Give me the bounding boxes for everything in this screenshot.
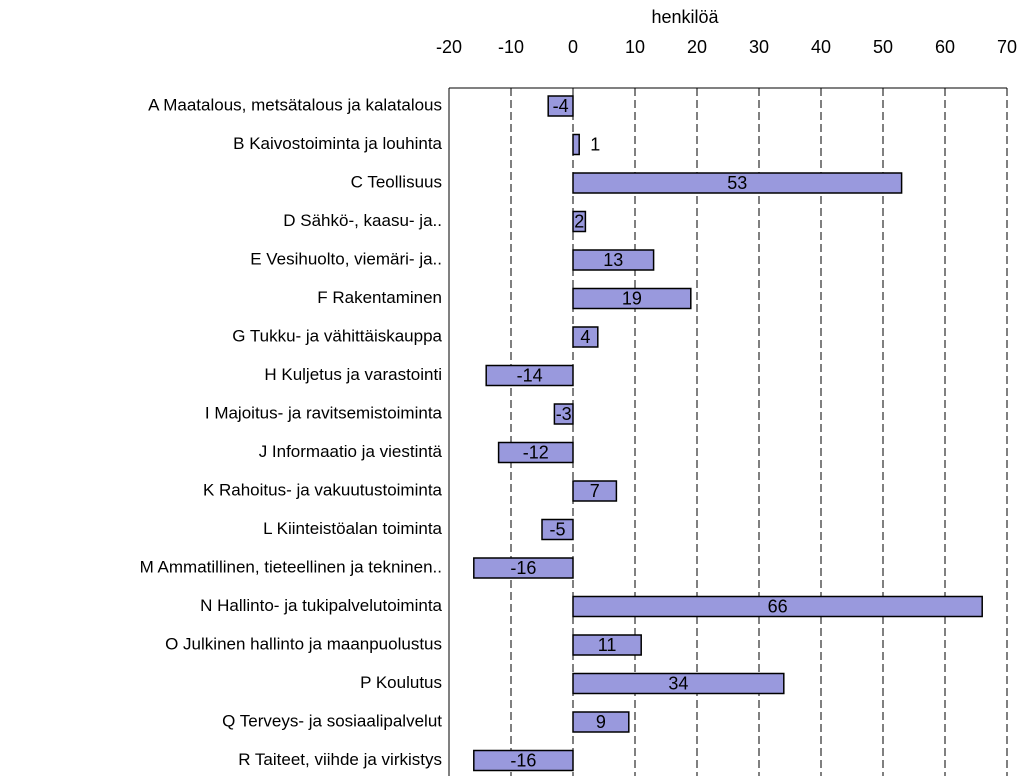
y-tick-label: I Majoitus- ja ravitsemistoiminta bbox=[205, 403, 443, 422]
value-label: 1 bbox=[590, 134, 600, 154]
bar bbox=[572, 634, 642, 656]
bar bbox=[572, 672, 785, 695]
value-label: -12 bbox=[523, 442, 549, 462]
value-label: -3 bbox=[556, 404, 572, 424]
x-tick-label: 50 bbox=[873, 37, 893, 57]
bar bbox=[572, 287, 692, 310]
value-label: 11 bbox=[598, 635, 617, 655]
bar bbox=[572, 326, 599, 348]
bar bbox=[572, 480, 618, 502]
x-tick-label: 60 bbox=[935, 37, 955, 57]
y-tick-label: Q Terveys- ja sosiaalipalvelut bbox=[222, 711, 442, 730]
x-tick-label: 40 bbox=[811, 37, 831, 57]
value-label: -16 bbox=[510, 750, 536, 770]
x-tick-label: 10 bbox=[625, 37, 645, 57]
y-tick-label: H Kuljetus ja varastointi bbox=[264, 365, 442, 384]
x-tick-label: 30 bbox=[749, 37, 769, 57]
x-tick-label: 70 bbox=[997, 37, 1017, 57]
bar bbox=[572, 172, 903, 194]
y-tick-label: K Rahoitus- ja vakuutustoiminta bbox=[203, 480, 443, 499]
value-label: 34 bbox=[668, 673, 688, 693]
bar bbox=[572, 595, 983, 618]
axis-title: henkilöä bbox=[651, 7, 719, 27]
value-label: -16 bbox=[510, 558, 536, 578]
value-label: 9 bbox=[596, 712, 606, 732]
x-tick-label: 0 bbox=[568, 37, 578, 57]
bar bbox=[572, 249, 655, 271]
y-tick-label: P Koulutus bbox=[360, 673, 442, 692]
y-tick-label: R Taiteet, viihde ja virkistys bbox=[238, 750, 442, 769]
value-label: 66 bbox=[768, 596, 788, 616]
x-tick-label: 20 bbox=[687, 37, 707, 57]
value-label: 53 bbox=[727, 173, 747, 193]
y-tick-label: C Teollisuus bbox=[351, 172, 442, 191]
bar bbox=[541, 518, 574, 541]
y-tick-label: O Julkinen hallinto ja maanpuolustus bbox=[165, 634, 442, 653]
bar bbox=[572, 210, 587, 233]
value-label: -4 bbox=[553, 96, 569, 116]
x-tick-label: -20 bbox=[436, 37, 462, 57]
y-tick-label: J Informaatio ja viestintä bbox=[259, 442, 443, 461]
value-label: 19 bbox=[622, 288, 642, 308]
bar bbox=[473, 749, 574, 772]
value-label: 2 bbox=[574, 211, 584, 231]
value-label: -5 bbox=[549, 519, 565, 539]
y-tick-label: F Rakentaminen bbox=[317, 288, 442, 307]
y-tick-label: A Maatalous, metsätalous ja kalatalous bbox=[148, 95, 442, 114]
y-tick-label: M Ammatillinen, tieteellinen ja tekninen… bbox=[140, 557, 442, 576]
x-tick-label: -10 bbox=[498, 37, 524, 57]
bar bbox=[572, 711, 630, 733]
value-label: 4 bbox=[580, 327, 590, 347]
y-tick-label: B Kaivostoiminta ja louhinta bbox=[233, 134, 442, 153]
bar bbox=[547, 95, 574, 117]
value-label: 7 bbox=[590, 481, 600, 501]
y-tick-label: D Sähkö-, kaasu- ja.. bbox=[283, 211, 442, 230]
bar bbox=[553, 403, 574, 425]
value-label: 13 bbox=[603, 250, 623, 270]
y-tick-label: L Kiinteistöalan toiminta bbox=[263, 519, 442, 538]
value-label: -14 bbox=[517, 365, 543, 385]
y-tick-label: G Tukku- ja vähittäiskauppa bbox=[232, 326, 442, 345]
bar bbox=[473, 557, 574, 579]
bar bbox=[572, 133, 580, 156]
bar bbox=[485, 364, 574, 387]
y-tick-label: E Vesihuolto, viemäri- ja.. bbox=[250, 249, 442, 268]
bar bbox=[497, 441, 574, 464]
y-tick-label: N Hallinto- ja tukipalvelutoiminta bbox=[200, 596, 442, 615]
